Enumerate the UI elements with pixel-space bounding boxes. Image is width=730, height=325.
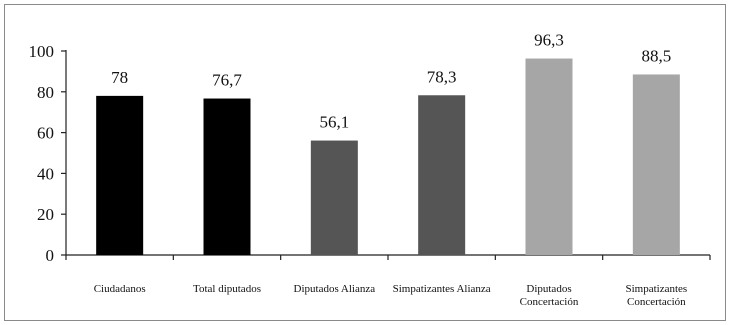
category-label: Diputados	[526, 283, 571, 295]
bar	[418, 95, 466, 255]
chart-labels: 78 Ciudadanos 76,7 Total diputados 56,1 Diput…	[94, 31, 688, 308]
y-tick-label: 100	[29, 42, 55, 61]
data-label: 88,5	[641, 46, 671, 65]
bar	[96, 95, 144, 255]
category-label: Concertación	[627, 296, 686, 308]
y-tick-label: 20	[37, 205, 54, 224]
category-label: Total diputados	[193, 283, 261, 295]
y-tick-label: 60	[37, 124, 54, 143]
y-tick-label: 80	[37, 83, 54, 102]
bar	[632, 74, 680, 256]
bar	[203, 98, 251, 255]
y-tick-label: 40	[37, 164, 54, 183]
bar	[310, 140, 358, 255]
category-label: Simpatizantes Alianza	[393, 283, 491, 295]
category-label: Concertación	[520, 296, 579, 308]
data-label: 56,1	[319, 113, 349, 132]
data-label: 76,7	[212, 71, 242, 90]
data-label: 78	[111, 68, 128, 87]
data-label: 96,3	[534, 31, 564, 50]
chart-axes: 0 20 40 60 80 100	[29, 42, 711, 265]
data-label: 78,3	[427, 67, 457, 86]
category-label: Diputados Alianza	[294, 283, 376, 295]
category-label: Ciudadanos	[94, 283, 146, 295]
y-tick-label: 0	[46, 246, 55, 265]
category-label: Simpatizantes	[625, 283, 687, 295]
chart-bars	[96, 58, 680, 256]
bar	[525, 58, 573, 255]
